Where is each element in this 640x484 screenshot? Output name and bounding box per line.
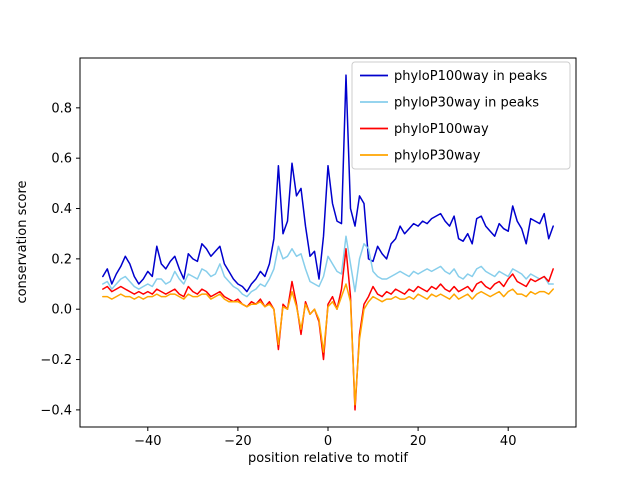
legend-label: phyloP100way	[394, 122, 489, 137]
y-tick-label: 0.6	[51, 152, 72, 167]
x-axis-label: position relative to motif	[248, 451, 408, 466]
y-tick-label: −0.4	[40, 403, 72, 418]
x-tick-label: −40	[134, 434, 161, 449]
y-axis-label: conservation score	[15, 180, 30, 303]
series-line-3	[102, 248, 554, 411]
x-tick-label: −20	[224, 434, 251, 449]
series-line-1	[102, 74, 554, 293]
legend-box	[351, 61, 571, 170]
legend-label: phyloP30way in peaks	[394, 96, 539, 111]
x-tick-label: 20	[410, 434, 427, 449]
y-tick-label: 0.0	[51, 303, 72, 318]
plot-border	[79, 57, 577, 428]
y-tick-label: 0.4	[51, 202, 72, 217]
y-tick-label: 0.8	[51, 101, 72, 116]
legend-label: phyloP100way in peaks	[394, 69, 548, 84]
series-line-2	[102, 235, 554, 298]
x-tick-label: 0	[324, 434, 332, 449]
legend-label: phyloP30way	[394, 149, 481, 164]
x-tick-label: 40	[500, 434, 517, 449]
y-tick-label: 0.2	[51, 252, 72, 267]
y-tick-label: −0.2	[40, 353, 72, 368]
series-line-4	[102, 283, 554, 406]
plot-area: −40 −20 0 20 40 −0.4 −0.2 0.0 0.2 0.4 0.6 0.8 phyloP…	[40, 57, 577, 449]
